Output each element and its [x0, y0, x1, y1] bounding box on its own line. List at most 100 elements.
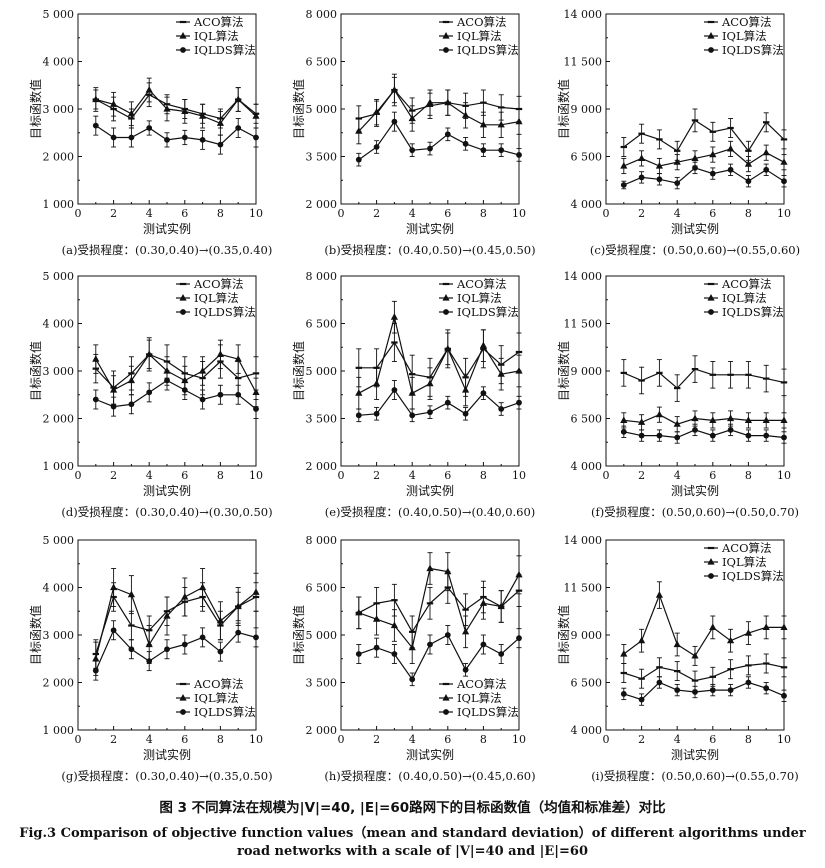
data-point [620, 428, 627, 435]
data-point [235, 125, 242, 131]
y-tick-label: 11 500 [564, 582, 603, 595]
data-point [444, 131, 451, 138]
chart-panel-h: 0 2 4 6 8 10 2 000 3 500 5 000 6 500 8 000 测试实例 目标函数… [291, 534, 536, 783]
x-tick-label: 2 [638, 207, 645, 220]
data-point [673, 158, 681, 165]
x-tick-label: 0 [338, 207, 345, 220]
legend-label: ACO算法 [456, 15, 507, 29]
data-point [515, 350, 523, 354]
data-point [480, 641, 487, 648]
x-axis-label: 测试实例 [406, 747, 454, 762]
data-point [745, 373, 752, 376]
series-3 [355, 625, 522, 687]
data-point [390, 621, 398, 629]
data-point [355, 127, 363, 134]
data-point [692, 427, 698, 433]
data-point [127, 590, 135, 598]
x-tick-label: 2 [373, 469, 380, 482]
data-point [620, 371, 627, 374]
series-2 [620, 406, 788, 433]
data-point [762, 623, 770, 630]
data-point [462, 111, 470, 118]
x-axis-label: 测试实例 [143, 221, 191, 236]
data-point [408, 643, 416, 651]
data-point [745, 432, 752, 439]
data-point [92, 122, 99, 129]
data-point [762, 148, 770, 156]
data-point [620, 691, 627, 697]
series-2 [355, 552, 523, 664]
data-point [620, 182, 627, 188]
data-point [692, 689, 698, 695]
legend-marker [180, 47, 186, 53]
y-tick-label: 3 500 [306, 677, 338, 690]
data-point [234, 95, 242, 103]
data-point [709, 373, 716, 376]
data-point [656, 679, 663, 686]
data-point [709, 675, 716, 678]
y-axis-label: 目标函数值 [28, 341, 43, 401]
series-3 [355, 111, 522, 167]
legend-label: IQL算法 [194, 291, 239, 305]
series-3 [355, 380, 522, 423]
data-point [480, 101, 487, 104]
data-point [655, 410, 663, 418]
panel-subcaption: (f)受损程度：(0.50,0.60)→(0.50,0.70) [591, 505, 799, 519]
data-point [252, 588, 260, 595]
legend-label: IQL算法 [722, 291, 767, 305]
data-point [234, 355, 242, 362]
x-tick-label: 10 [249, 469, 263, 482]
data-point [727, 373, 734, 376]
data-point [515, 117, 523, 125]
x-tick-label: 4 [674, 733, 681, 746]
data-point [515, 367, 523, 374]
legend-marker [707, 294, 715, 301]
data-point [781, 434, 787, 441]
legend-label: IQL算法 [457, 691, 502, 705]
legend-label: IQLDS算法 [194, 43, 256, 57]
y-tick-label: 6 500 [571, 677, 603, 690]
data-point [444, 632, 451, 638]
data-point [199, 396, 206, 403]
x-tick-label: 8 [480, 469, 487, 482]
data-point [691, 119, 699, 122]
x-axis-label: 测试实例 [406, 221, 454, 236]
data-point [253, 134, 259, 141]
legend-label: IQLDS算法 [722, 569, 784, 583]
data-point [164, 377, 170, 384]
series-3 [620, 161, 787, 190]
x-tick-label: 10 [777, 207, 791, 220]
legend-marker [179, 294, 187, 301]
chart-panel-a: 0 2 4 6 8 10 1 000 2 000 3 000 4 000 5 000 测试实例 目标函数… [28, 8, 272, 257]
data-point [373, 379, 381, 387]
x-axis-label: 测试实例 [671, 221, 719, 236]
data-point [391, 118, 398, 125]
data-point [426, 98, 434, 106]
data-point [391, 599, 398, 602]
data-point [763, 166, 770, 173]
data-point [444, 98, 452, 106]
data-point [216, 616, 224, 624]
x-tick-label: 8 [745, 733, 752, 746]
data-point [164, 646, 170, 653]
data-point [763, 432, 770, 439]
x-tick-label: 4 [409, 733, 416, 746]
data-point [444, 567, 452, 575]
y-tick-label: 2 000 [43, 677, 75, 690]
x-tick-label: 4 [409, 207, 416, 220]
y-tick-label: 14 000 [564, 270, 603, 283]
legend-label: IQL算法 [722, 555, 767, 569]
panel-subcaption: (d)受损程度：(0.30,0.40)→(0.30,0.50) [61, 505, 272, 519]
data-point [781, 692, 787, 699]
x-tick-label: 8 [745, 469, 752, 482]
data-point [709, 687, 716, 693]
data-point [656, 371, 663, 374]
data-point [780, 666, 788, 669]
y-tick-label: 1 000 [43, 198, 75, 211]
y-tick-label: 8 000 [306, 534, 338, 547]
data-point [462, 627, 470, 635]
data-point [199, 112, 207, 119]
